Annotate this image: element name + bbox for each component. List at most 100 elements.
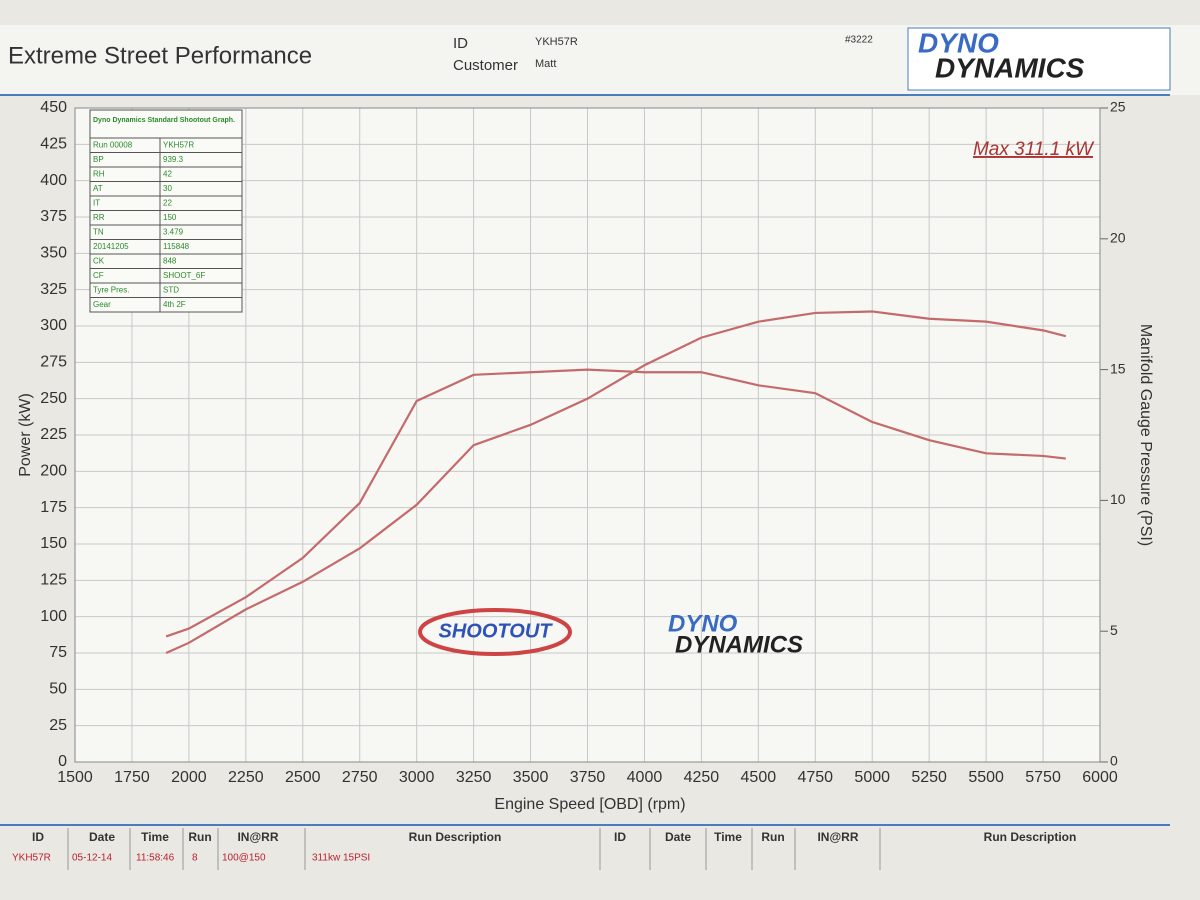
info-cell: Tyre Pres.	[93, 285, 129, 294]
info-cell: CF	[93, 271, 104, 280]
runs-header: Run Description	[984, 830, 1077, 844]
x-tick-label: 4250	[684, 769, 720, 786]
x-tick-label: 2000	[171, 769, 207, 786]
y-tick-label: 125	[40, 572, 67, 589]
series-line	[165, 368, 1066, 638]
runs-header: Date	[665, 830, 691, 844]
x-axis-title: Engine Speed [OBD] (rpm)	[494, 796, 685, 813]
y-tick-label: 400	[40, 172, 67, 189]
runs-cell: 8	[192, 853, 198, 864]
y-tick-label: 100	[40, 608, 67, 625]
id-value: YKH57R	[535, 36, 578, 48]
y-tick-label: 275	[40, 354, 67, 371]
runs-header: Run	[188, 830, 211, 844]
x-tick-label: 1500	[57, 769, 93, 786]
y-tick-label: 175	[40, 499, 67, 516]
y2-tick-label: 15	[1110, 360, 1126, 376]
info-cell: 20141205	[93, 242, 129, 251]
y-tick-label: 425	[40, 136, 67, 153]
runs-header: Run	[761, 830, 784, 844]
logo-top: DYNO	[918, 27, 999, 58]
id-label: ID	[453, 35, 468, 52]
info-cell: BP	[93, 155, 104, 164]
header-title: Extreme Street Performance	[8, 42, 312, 69]
shootout-logo: SHOOTOUT	[439, 620, 554, 642]
runs-cell: 11:58:46	[136, 853, 175, 864]
sheet-number: #3222	[845, 35, 873, 46]
max-annotation: Max 311.1 kW	[973, 139, 1095, 160]
runs-header: Run Description	[409, 830, 502, 844]
info-cell: Run 00008	[93, 140, 133, 149]
y2-tick-label: 25	[1110, 99, 1126, 115]
y-tick-label: 225	[40, 426, 67, 443]
y-tick-label: 150	[40, 535, 67, 552]
info-cell: 115848	[163, 242, 190, 251]
runs-table: ID Date Time Run IN@RR Run Description ID Date T…	[12, 828, 1076, 870]
y2-axis-title: Manifold Gauge Pressure (PSI)	[1137, 324, 1154, 546]
runs-header: Time	[141, 830, 169, 844]
info-table: Dyno Dynamics Standard Shootout Graph. Ru…	[89, 109, 243, 313]
x-tick-label: 3750	[570, 769, 606, 786]
x-tick-label: 2500	[285, 769, 321, 786]
y2-tick-label: 5	[1110, 622, 1118, 638]
y-tick-label: 450	[40, 99, 67, 116]
info-cell: TN	[93, 227, 104, 236]
y-tick-label: 200	[40, 463, 67, 480]
info-cell: YKH57R	[163, 140, 194, 149]
x-tick-label: 2250	[228, 769, 264, 786]
series-line	[165, 310, 1067, 655]
runs-cell: 100@150	[222, 853, 266, 864]
x-tick-label: 5500	[968, 769, 1004, 786]
x-tick-label: 5250	[911, 769, 947, 786]
x-tick-label: 4750	[797, 769, 833, 786]
logo-bottom: DYNAMICS	[935, 52, 1085, 83]
x-tick-label: 6000	[1082, 769, 1118, 786]
info-cell: STD	[163, 285, 179, 294]
y-tick-label: 300	[40, 317, 67, 334]
runs-header: IN@RR	[817, 830, 858, 844]
logo-box	[907, 27, 1171, 91]
y2-tick-label: 20	[1110, 230, 1126, 246]
marks	[165, 310, 1067, 655]
runs-header: Date	[89, 830, 115, 844]
runs-cell: 311kw 15PSI	[312, 853, 370, 864]
runs-cell: 05-12-14	[72, 853, 112, 864]
y-tick-label: 250	[40, 390, 67, 407]
y-axis-title: Power (kW)	[17, 393, 34, 477]
x-tick-label: 2750	[342, 769, 378, 786]
y-tick-label: 0	[58, 753, 67, 770]
y-tick-label: 350	[40, 245, 67, 262]
info-cell: 30	[163, 184, 172, 193]
x-tick-label: 1750	[114, 769, 150, 786]
info-cell: 939.3	[163, 155, 184, 164]
runs-header: IN@RR	[237, 830, 278, 844]
shootout-ring	[418, 608, 572, 656]
y-tick-label: 25	[49, 717, 67, 734]
y-tick-label: 50	[49, 681, 67, 698]
y-tick-label: 375	[40, 208, 67, 225]
x-tick-label: 5750	[1025, 769, 1061, 786]
y2-tick-label: 10	[1110, 491, 1126, 507]
y-tick-label: 75	[49, 644, 67, 661]
plot-frame	[74, 107, 1101, 763]
info-cell: RR	[93, 213, 105, 222]
watermark-logo-bottom: DYNAMICS	[675, 631, 803, 658]
customer-label: Customer	[453, 57, 518, 74]
runs-header: Time	[714, 830, 742, 844]
info-cell: AT	[93, 184, 103, 193]
x-tick-label: 3000	[399, 769, 435, 786]
x-tick-label: 4000	[627, 769, 663, 786]
info-cell: 848	[163, 256, 177, 265]
info-cell: SHOOT_6F	[163, 271, 205, 280]
runs-header: ID	[32, 830, 44, 844]
runs-cell: YKH57R	[12, 853, 51, 864]
info-cell: IT	[93, 198, 100, 207]
info-cell: 3.479	[163, 227, 184, 236]
info-cell: Gear	[93, 300, 111, 309]
y-tick-label: 325	[40, 281, 67, 298]
x-tick-label: 4500	[741, 769, 777, 786]
info-cell: 22	[163, 198, 172, 207]
info-title: Dyno Dynamics Standard Shootout Graph.	[93, 117, 235, 124]
watermark-logo-top: DYNO	[668, 610, 738, 637]
grid: 0255075100125150175200225250275300325350…	[40, 99, 1125, 787]
